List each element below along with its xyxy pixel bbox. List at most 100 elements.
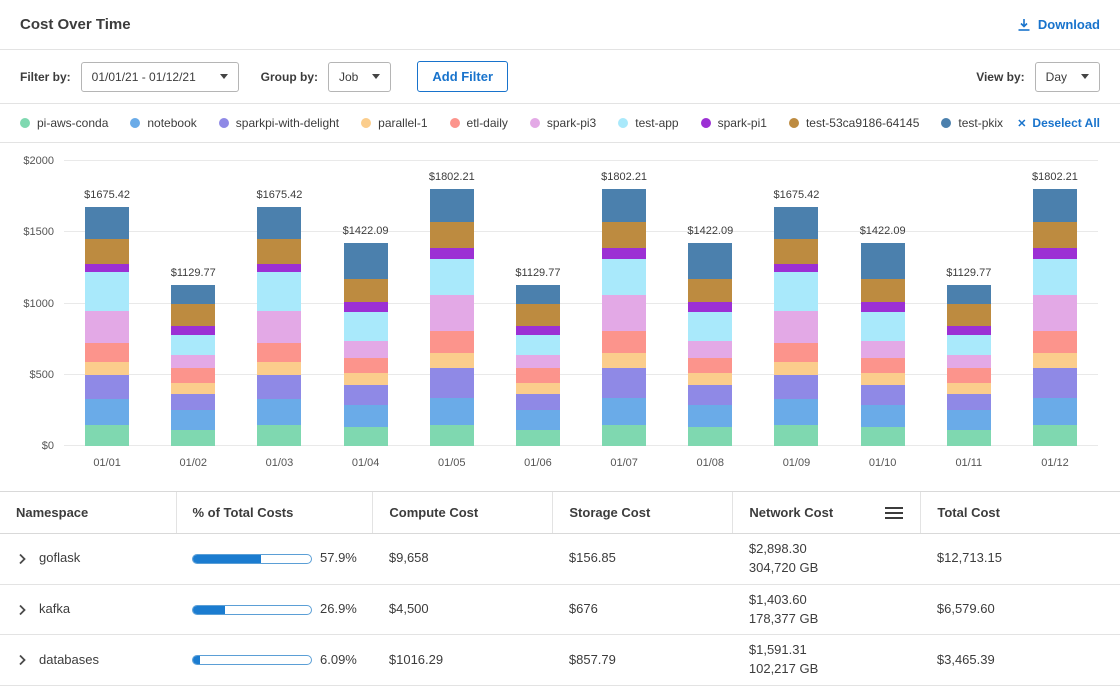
- date-range-select[interactable]: 01/01/21 - 01/12/21: [81, 62, 239, 92]
- bar-segment-test-pkix[interactable]: [774, 207, 818, 239]
- bar-segment-spark-pi3[interactable]: [861, 341, 905, 358]
- bar-segment-notebook[interactable]: [85, 399, 129, 425]
- bar-segment-spark-pi3[interactable]: [602, 295, 646, 331]
- bar-column-01/06[interactable]: $1129.77: [495, 161, 581, 446]
- bar-segment-parallel-1[interactable]: [1033, 353, 1077, 367]
- bar-segment-etl-daily[interactable]: [602, 331, 646, 354]
- bar-segment-pi-aws-conda[interactable]: [774, 425, 818, 446]
- bar-segment-pi-aws-conda[interactable]: [85, 425, 129, 446]
- bar-segment-etl-daily[interactable]: [516, 368, 560, 383]
- bar-column-01/01[interactable]: $1675.42: [64, 161, 150, 446]
- bar-segment-notebook[interactable]: [947, 410, 991, 430]
- bar-segment-spark-pi1[interactable]: [774, 264, 818, 273]
- bar-segment-sparkpi-with-delight[interactable]: [774, 375, 818, 399]
- bar-segment-test-app[interactable]: [344, 312, 388, 341]
- legend-item-notebook[interactable]: notebook: [130, 116, 196, 130]
- bar-segment-sparkpi-with-delight[interactable]: [602, 368, 646, 398]
- bar-segment-test-53ca9186-64145[interactable]: [257, 239, 301, 263]
- bar-segment-etl-daily[interactable]: [171, 368, 215, 383]
- bar-segment-test-pkix[interactable]: [688, 243, 732, 279]
- bar-segment-notebook[interactable]: [688, 405, 732, 428]
- bar-column-01/05[interactable]: $1802.21: [409, 161, 495, 446]
- bar-segment-pi-aws-conda[interactable]: [947, 430, 991, 446]
- bar-segment-spark-pi1[interactable]: [171, 326, 215, 335]
- bar-segment-spark-pi3[interactable]: [516, 355, 560, 369]
- bar-segment-test-pkix[interactable]: [344, 243, 388, 279]
- bar-segment-spark-pi3[interactable]: [344, 341, 388, 358]
- bar-segment-parallel-1[interactable]: [861, 373, 905, 384]
- bar-segment-sparkpi-with-delight[interactable]: [85, 375, 129, 399]
- bar-segment-sparkpi-with-delight[interactable]: [344, 385, 388, 405]
- add-filter-button[interactable]: Add Filter: [417, 61, 508, 92]
- bar-segment-sparkpi-with-delight[interactable]: [947, 394, 991, 410]
- bar-segment-sparkpi-with-delight[interactable]: [430, 368, 474, 398]
- bar-segment-spark-pi1[interactable]: [85, 264, 129, 273]
- bar-segment-etl-daily[interactable]: [344, 358, 388, 374]
- bar-segment-spark-pi1[interactable]: [861, 302, 905, 312]
- bar-segment-pi-aws-conda[interactable]: [430, 425, 474, 446]
- bar-segment-sparkpi-with-delight[interactable]: [688, 385, 732, 405]
- bar-segment-spark-pi3[interactable]: [430, 295, 474, 331]
- bar-column-01/03[interactable]: $1675.42: [236, 161, 322, 446]
- col-header-total-cost[interactable]: Total Cost: [921, 492, 1120, 534]
- bar-segment-spark-pi1[interactable]: [516, 326, 560, 335]
- bar-segment-test-app[interactable]: [257, 272, 301, 310]
- bar-segment-etl-daily[interactable]: [688, 358, 732, 374]
- bar-segment-etl-daily[interactable]: [774, 343, 818, 362]
- legend-item-parallel-1[interactable]: parallel-1: [361, 116, 427, 130]
- bar-column-01/07[interactable]: $1802.21: [581, 161, 667, 446]
- bar-segment-notebook[interactable]: [861, 405, 905, 428]
- bar-segment-test-app[interactable]: [171, 335, 215, 355]
- bar-segment-test-pkix[interactable]: [1033, 189, 1077, 222]
- bar-segment-test-53ca9186-64145[interactable]: [688, 279, 732, 302]
- bar-segment-etl-daily[interactable]: [861, 358, 905, 374]
- bar-segment-pi-aws-conda[interactable]: [171, 430, 215, 446]
- bar-segment-etl-daily[interactable]: [85, 343, 129, 362]
- bar-segment-pi-aws-conda[interactable]: [861, 427, 905, 446]
- bar-segment-test-53ca9186-64145[interactable]: [774, 239, 818, 263]
- bar-segment-test-app[interactable]: [1033, 259, 1077, 295]
- bar-segment-parallel-1[interactable]: [947, 383, 991, 394]
- bar-segment-test-app[interactable]: [861, 312, 905, 341]
- bar-segment-sparkpi-with-delight[interactable]: [861, 385, 905, 405]
- bar-segment-pi-aws-conda[interactable]: [344, 427, 388, 446]
- expand-chevron-icon[interactable]: [16, 553, 28, 565]
- expand-chevron-icon[interactable]: [16, 604, 28, 616]
- bar-segment-pi-aws-conda[interactable]: [516, 430, 560, 446]
- bar-segment-parallel-1[interactable]: [602, 353, 646, 367]
- bar-segment-spark-pi3[interactable]: [1033, 295, 1077, 331]
- col-header-compute-cost[interactable]: Compute Cost: [373, 492, 553, 534]
- bar-segment-parallel-1[interactable]: [516, 383, 560, 394]
- bar-segment-etl-daily[interactable]: [947, 368, 991, 383]
- bar-segment-test-app[interactable]: [947, 335, 991, 355]
- bar-segment-test-pkix[interactable]: [861, 243, 905, 279]
- bar-segment-parallel-1[interactable]: [85, 362, 129, 375]
- bar-segment-sparkpi-with-delight[interactable]: [171, 394, 215, 410]
- bar-segment-test-53ca9186-64145[interactable]: [171, 304, 215, 325]
- bar-column-01/02[interactable]: $1129.77: [150, 161, 236, 446]
- bar-segment-sparkpi-with-delight[interactable]: [516, 394, 560, 410]
- bar-segment-test-53ca9186-64145[interactable]: [85, 239, 129, 263]
- bar-segment-pi-aws-conda[interactable]: [602, 425, 646, 446]
- bar-segment-notebook[interactable]: [516, 410, 560, 430]
- bar-segment-spark-pi1[interactable]: [602, 248, 646, 259]
- bar-segment-notebook[interactable]: [257, 399, 301, 425]
- expand-chevron-icon[interactable]: [16, 654, 28, 666]
- bar-segment-pi-aws-conda[interactable]: [1033, 425, 1077, 446]
- bar-segment-spark-pi1[interactable]: [257, 264, 301, 273]
- bar-segment-test-app[interactable]: [774, 272, 818, 310]
- bar-segment-test-53ca9186-64145[interactable]: [861, 279, 905, 302]
- bar-segment-spark-pi1[interactable]: [947, 326, 991, 335]
- bar-segment-spark-pi3[interactable]: [85, 311, 129, 344]
- bar-segment-spark-pi3[interactable]: [257, 311, 301, 344]
- bar-segment-spark-pi1[interactable]: [1033, 248, 1077, 259]
- bar-segment-notebook[interactable]: [602, 398, 646, 425]
- bar-segment-test-pkix[interactable]: [516, 285, 560, 304]
- legend-item-etl-daily[interactable]: etl-daily: [450, 116, 508, 130]
- bar-segment-pi-aws-conda[interactable]: [257, 425, 301, 446]
- bar-column-01/09[interactable]: $1675.42: [753, 161, 839, 446]
- legend-item-test-app[interactable]: test-app: [618, 116, 678, 130]
- bar-segment-notebook[interactable]: [774, 399, 818, 425]
- bar-segment-etl-daily[interactable]: [430, 331, 474, 354]
- bar-column-01/08[interactable]: $1422.09: [667, 161, 753, 446]
